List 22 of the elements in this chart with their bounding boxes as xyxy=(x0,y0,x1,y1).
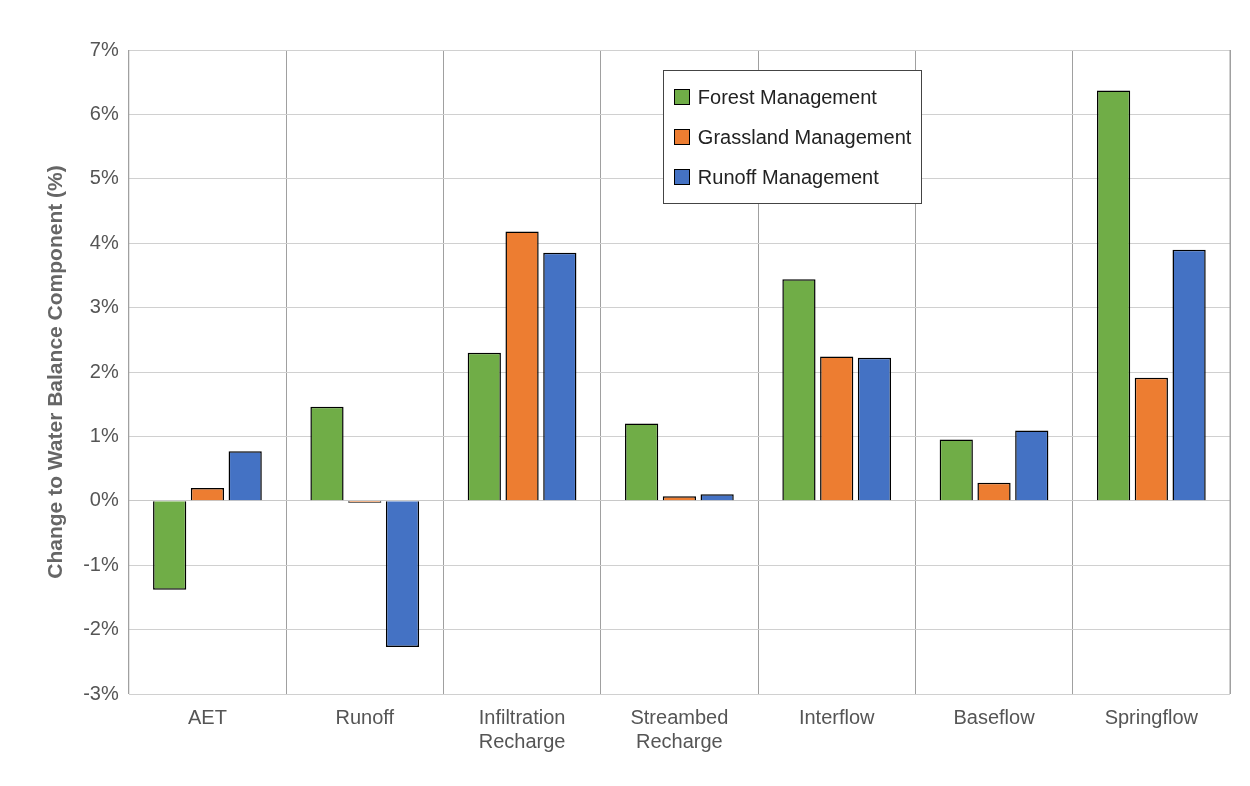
legend-label: Forest Management xyxy=(697,85,877,109)
x-tick-label: AET xyxy=(187,705,227,728)
x-tick-label: Streambed Recharge xyxy=(630,705,729,752)
x-tick-label: Interflow xyxy=(798,705,876,728)
x-tick-label: Runoff xyxy=(335,705,395,728)
y-tick-label: -3% xyxy=(83,681,119,704)
y-tick-label: 7% xyxy=(89,37,119,60)
y-tick-label: 6% xyxy=(89,101,119,124)
y-axis-title: Change to Water Balance Component (%) xyxy=(43,165,67,579)
y-tick-label: 3% xyxy=(89,295,119,318)
y-tick-label: 0% xyxy=(89,488,119,511)
y-tick-label: -2% xyxy=(83,617,119,640)
y-tick-label: 1% xyxy=(89,423,119,446)
x-tick-label: Springflow xyxy=(1104,705,1199,728)
y-tick-label: 4% xyxy=(89,230,119,253)
legend-label: Grassland Management xyxy=(697,125,912,149)
legend-label: Runoff Management xyxy=(697,165,879,189)
y-tick-label: 2% xyxy=(89,359,119,382)
y-tick-label: 5% xyxy=(89,166,119,189)
x-tick-label: Infiltration Recharge xyxy=(478,705,566,752)
y-tick-label: -1% xyxy=(83,552,119,575)
x-tick-label: Baseflow xyxy=(953,705,1036,728)
